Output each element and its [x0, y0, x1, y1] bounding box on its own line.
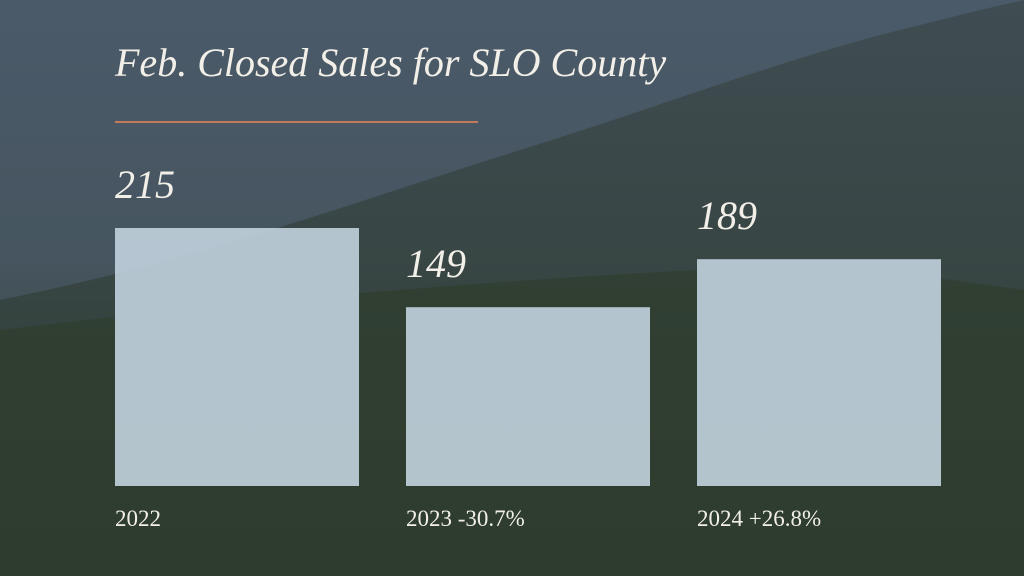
chart-title: Feb. Closed Sales for SLO County	[114, 40, 666, 85]
category-label: 2024 +26.8%	[697, 506, 821, 531]
bar	[697, 259, 941, 486]
bar	[115, 228, 359, 486]
value-label: 215	[115, 162, 175, 207]
bar	[406, 307, 650, 486]
category-label: 2022	[115, 506, 161, 531]
category-label: 2023 -30.7%	[406, 506, 525, 531]
value-label: 189	[697, 193, 757, 238]
value-label: 149	[406, 241, 466, 286]
